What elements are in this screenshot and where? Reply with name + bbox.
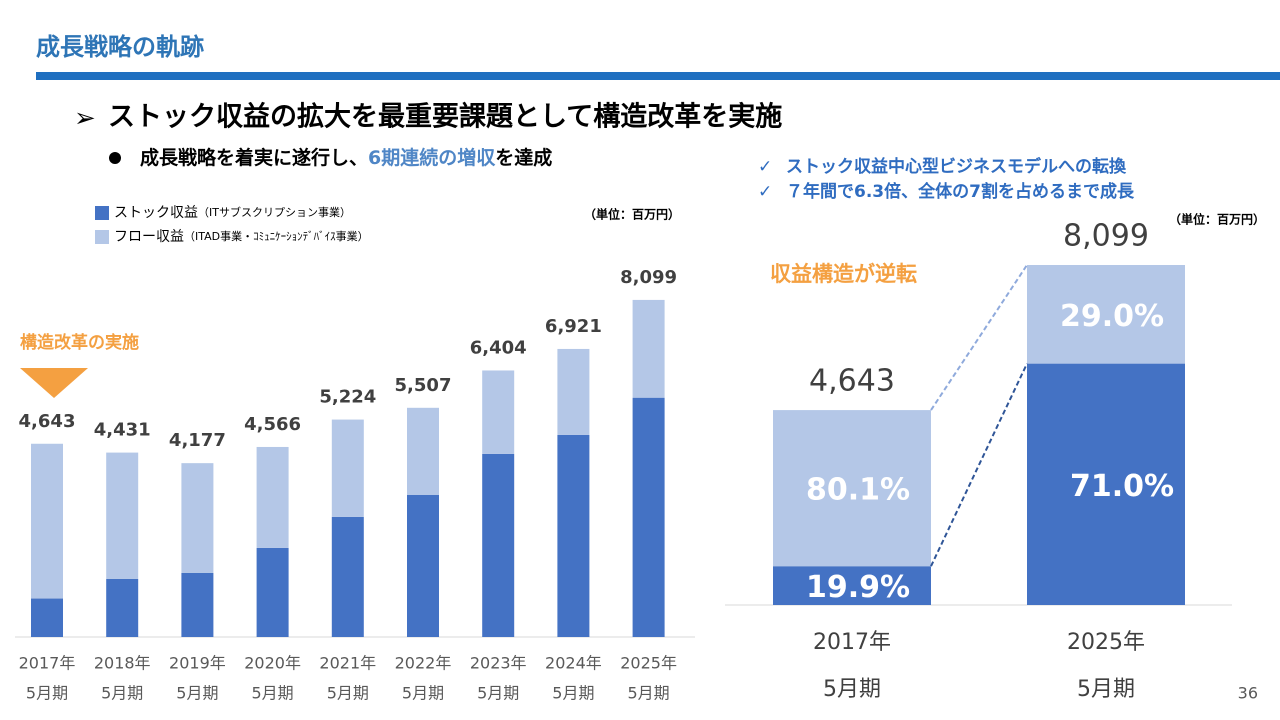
bar-segment [31,598,63,637]
x-tick-label: 5月期 [823,677,881,702]
check-text: ７年間で6.3倍、全体の7割を占めるまで成長 [786,181,1135,202]
total-label: 5,507 [395,375,452,396]
annotation: 収益構造が逆転 [770,262,917,286]
bar-segment [407,494,439,637]
bar-segment [773,410,931,567]
x-tick-label: 2021年 [319,654,376,673]
total-label: 4,643 [809,364,895,399]
title-rule [36,72,1280,80]
bar-segment [106,452,139,579]
bar-segment [181,572,214,637]
connector [930,363,1028,567]
legend-detail: （ITサブスクリプション事業） [198,205,351,219]
bar-segment [482,370,515,454]
unit-label: （単位：百万円） [1169,212,1265,227]
x-tick-label: 2025年 [620,654,677,673]
bullet-dot [109,152,121,164]
bullet-part: を達成 [495,146,552,169]
bar-segment [632,299,665,398]
check-text: ストック収益中心型ビジネスモデルへの転換 [786,156,1127,177]
bar-segment [1027,265,1185,364]
x-tick-label: 2020年 [244,654,301,673]
x-tick-label: 5月期 [176,684,218,703]
bar-segment [632,397,665,637]
bar-segment [557,348,590,435]
bar-segment [331,516,364,637]
total-label: 6,404 [470,337,527,358]
bar-segment [482,453,515,637]
legend-swatch [95,206,109,220]
value-label: 71.0% [1070,469,1174,504]
connector [930,264,1028,411]
total-label: 4,643 [19,411,76,432]
bullet-text: 成長戦略を着実に遂行し、6期連続の増収を達成 [140,146,552,169]
bar-segment [1027,363,1185,605]
x-tick-label: 2022年 [395,654,452,673]
x-tick-label: 5月期 [402,684,444,703]
legend-detail: （ITAD事業・ｺﾐｭﾆｹｰｼｮﾝﾃﾞﾊﾞｲｽ事業） [184,230,369,243]
annotation: 構造改革の実施 [20,332,139,353]
bar-segment [773,566,931,605]
bar-segment [407,407,439,495]
x-tick-label: 5月期 [628,684,670,703]
bar-segment [256,446,289,548]
total-label: 8,099 [1063,219,1149,254]
bar-segment [31,443,63,599]
legend-name: ストック収益 [114,205,198,221]
bullet-highlight: 6期連続の増収 [368,146,496,169]
slide-title: 成長戦略の軌跡 [36,33,204,61]
total-label: 8,099 [620,267,677,288]
bar-segment [256,547,289,637]
legend-name: フロー収益 [114,229,184,245]
x-tick-label: 2017年 [813,630,891,655]
check-mark: ✓ [758,182,772,202]
x-tick-label: 2025年 [1067,630,1145,655]
total-label: 4,177 [169,430,226,451]
bar-segment [331,419,364,517]
unit-label: （単位：百万円） [584,207,680,222]
x-tick-label: 2019年 [169,654,226,673]
x-tick-label: 2017年 [19,654,76,673]
x-tick-label: 2018年 [94,654,151,673]
total-label: 4,431 [94,420,151,441]
x-tick-label: 2023年 [470,654,527,673]
x-tick-label: 2024年 [545,654,602,673]
x-tick-label: 5月期 [26,684,68,703]
total-label: 4,566 [244,414,301,435]
x-tick-label: 5月期 [477,684,519,703]
check-mark: ✓ [758,157,772,177]
bar-segment [181,463,214,573]
bullet-part: 成長戦略を着実に遂行し、 [140,146,368,169]
x-tick-label: 5月期 [252,684,294,703]
x-tick-label: 5月期 [552,684,594,703]
legend-label: フロー収益（ITAD事業・ｺﾐｭﾆｹｰｼｮﾝﾃﾞﾊﾞｲｽ事業） [114,229,369,245]
total-label: 5,224 [319,387,376,408]
x-tick-label: 5月期 [101,684,143,703]
page-number: 36 [1238,684,1258,703]
legend-swatch [95,230,109,244]
value-label: 80.1% [806,473,910,508]
bar-segment [557,434,590,637]
value-label: 19.9% [806,570,910,605]
headline: ストック収益の拡大を最重要課題として構造改革を実施 [108,101,782,133]
x-tick-label: 5月期 [1077,677,1135,702]
total-label: 6,921 [545,316,602,337]
legend-label: ストック収益（ITサブスクリプション事業） [114,205,351,221]
value-label: 29.0% [1060,299,1164,334]
headline-arrow: ➢ [74,104,96,134]
x-tick-label: 5月期 [327,684,369,703]
bar-segment [106,578,139,637]
annotation-arrow [20,368,88,398]
